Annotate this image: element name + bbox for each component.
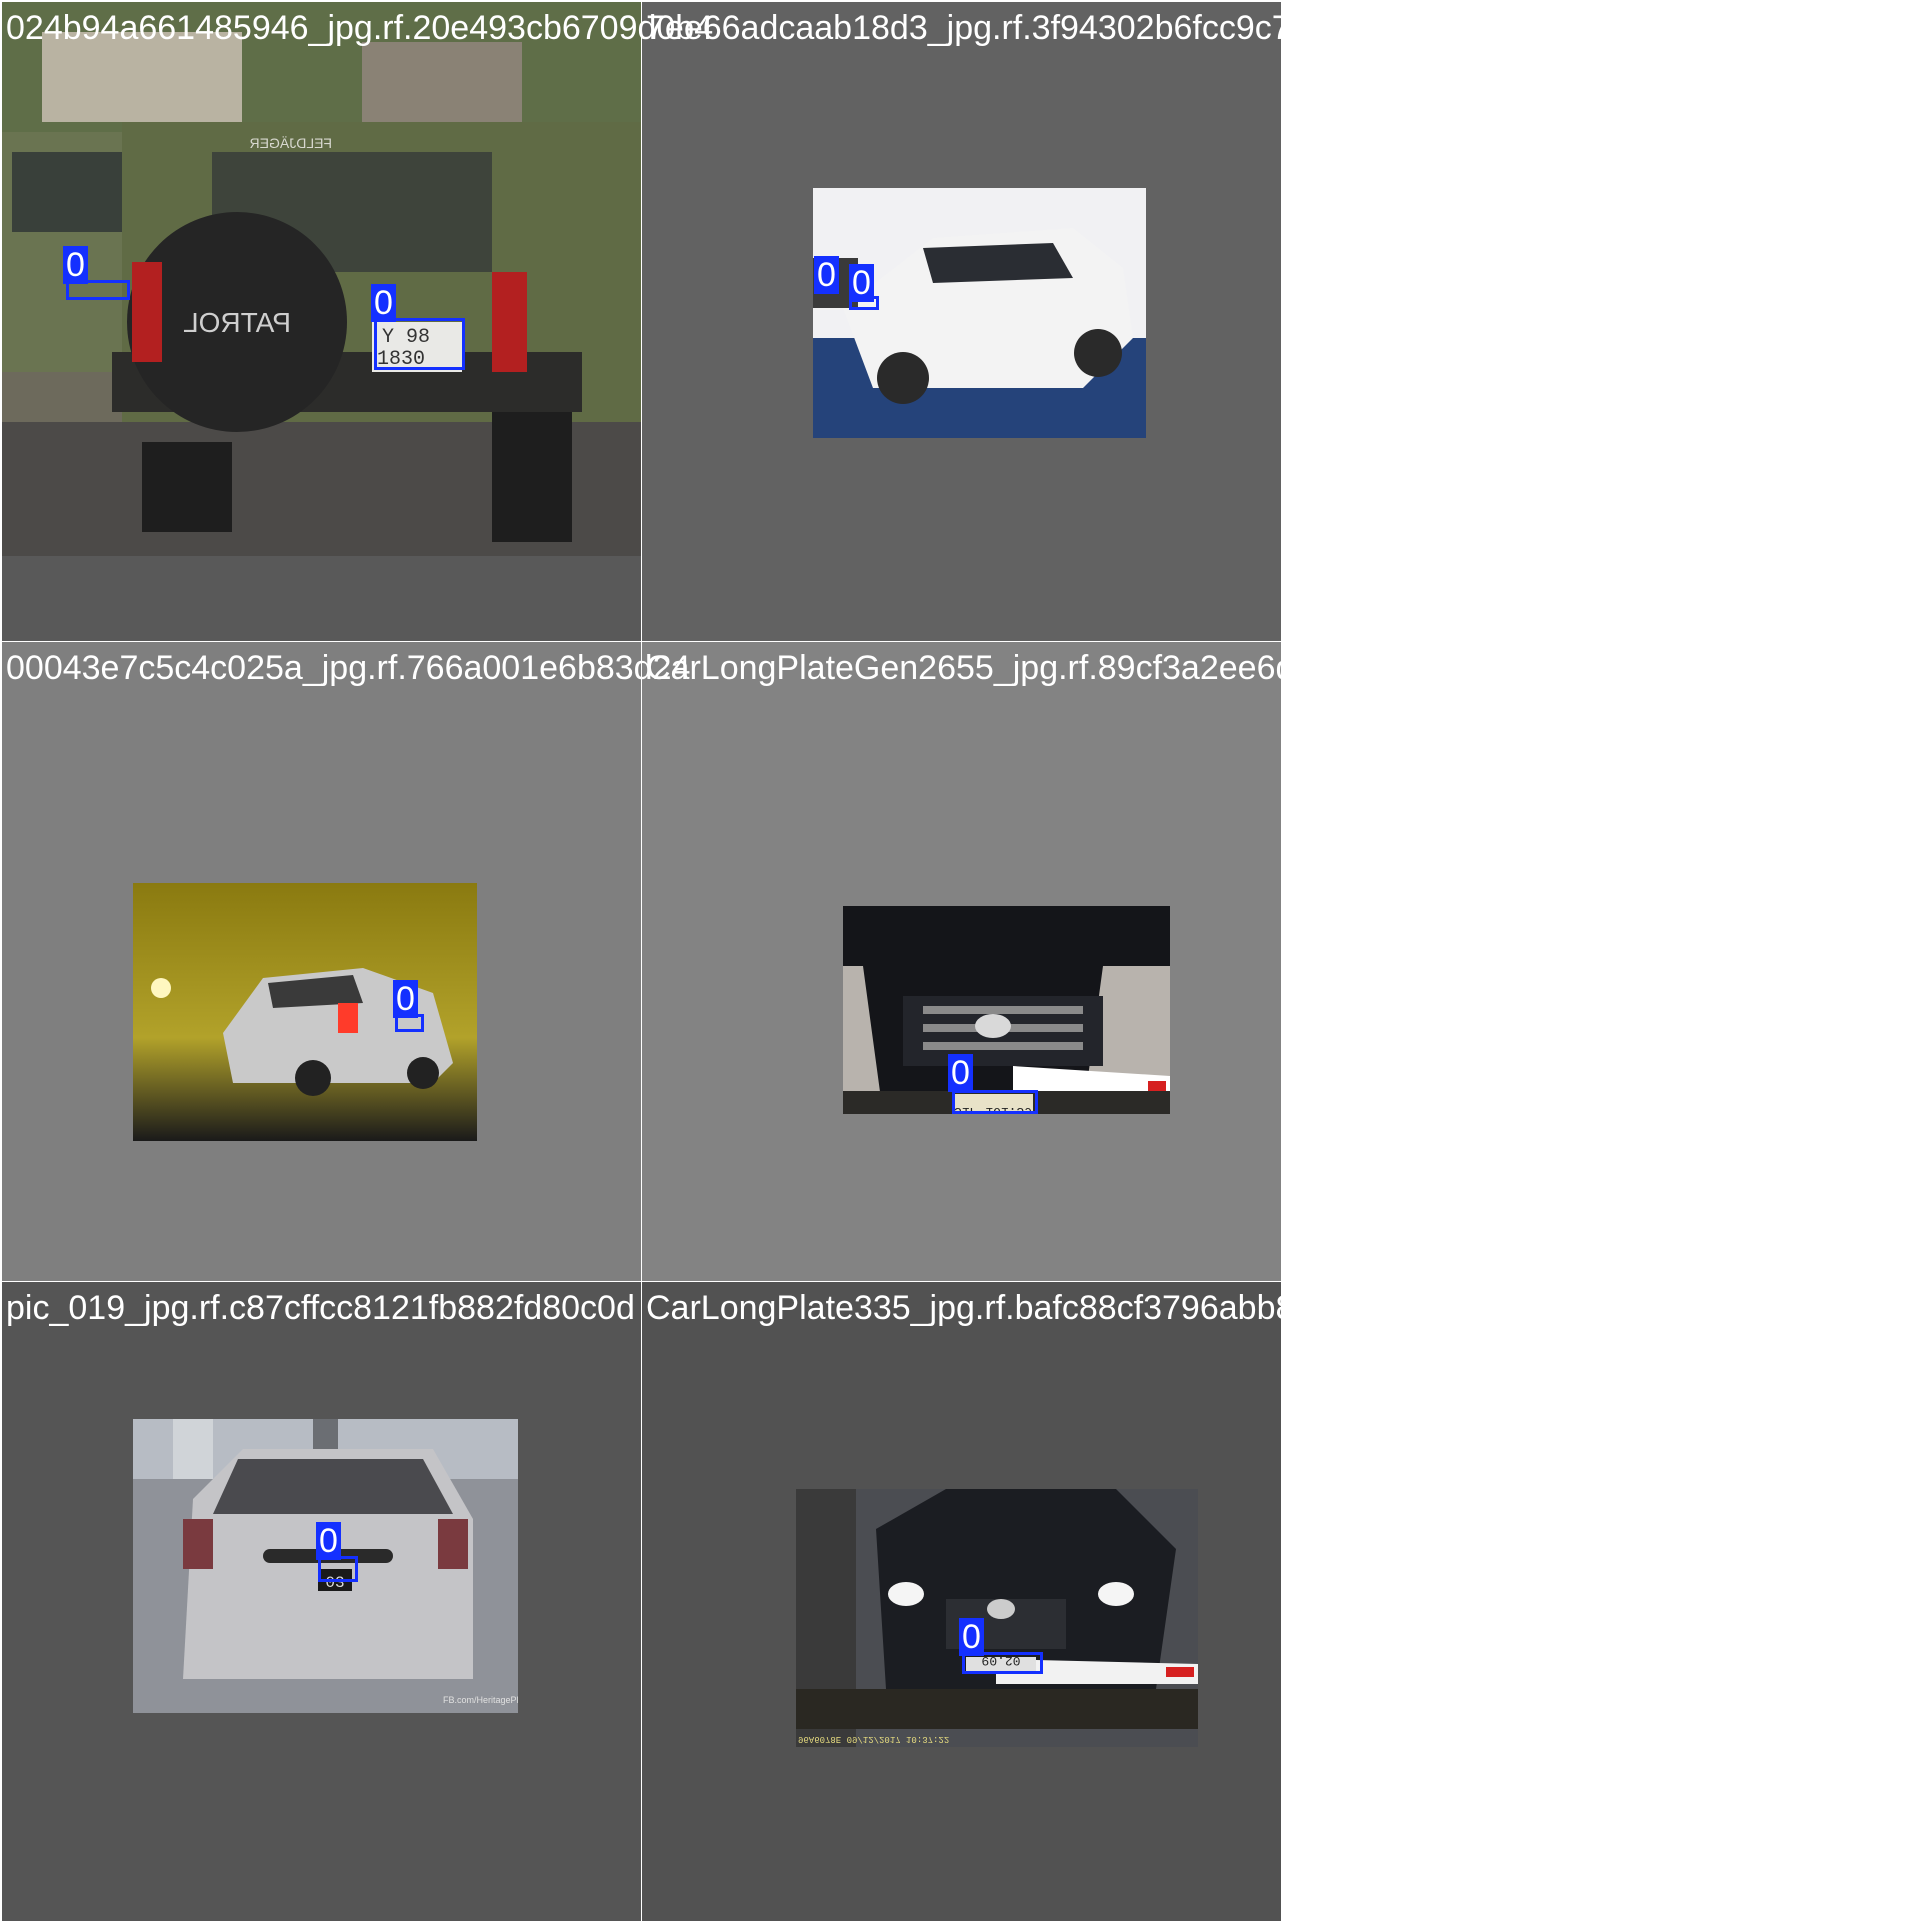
svg-text:FB.com/HeritagePlates: FB.com/HeritagePlates	[443, 1695, 518, 1705]
box-label: 0	[948, 1054, 973, 1092]
bounding-box	[395, 1014, 424, 1032]
bounding-box	[952, 1090, 1038, 1114]
mosaic-tile-3: 0	[2, 642, 641, 1281]
photo-white-suv-garage	[813, 188, 1146, 438]
mosaic-tile-6: 02.09 96A6078E 09/12/2017 10:37:22 0	[642, 1282, 1281, 1921]
bounding-box	[66, 280, 130, 300]
photo-black-hyundai-gate: 51F-161.59	[843, 906, 1170, 1114]
svg-text:PATROL: PATROL	[183, 307, 291, 338]
mosaic-tile-1: PATROL FELDJÄGER Y 98 1830 0 0	[2, 2, 641, 641]
box-label: 0	[63, 246, 88, 284]
box-label: 0	[849, 264, 874, 302]
box-label: 0	[814, 256, 839, 294]
svg-text:1830: 1830	[377, 348, 425, 371]
mosaic-tile-5: 03 FB.com/HeritagePlates 0	[2, 1282, 641, 1921]
svg-text:03: 03	[325, 1574, 344, 1592]
box-label: 0	[393, 980, 418, 1018]
svg-text:51F-161.59: 51F-161.59	[954, 1104, 1032, 1114]
tile-filename: CarLongPlateGen2655_jpg.rf.89cf3a2ee6db6	[646, 649, 1333, 687]
box-label: 0	[959, 1618, 984, 1656]
photo-silver-hatchback-street: 03 FB.com/HeritagePlates	[133, 1419, 518, 1713]
tile-filename: 00043e7c5c4c025a_jpg.rf.766a001e6b83d24	[6, 649, 691, 687]
photo-patrol-suv: PATROL FELDJÄGER Y 98 1830	[2, 2, 641, 556]
bounding-box	[849, 296, 879, 310]
tile-filename: 7ee66adcaab18d3_jpg.rf.3f94302b6fcc9c7b	[646, 9, 1310, 47]
tile-filename: CarLongPlate335_jpg.rf.bafc88cf3796abb8b	[646, 1289, 1314, 1327]
tile-filename: pic_019_jpg.rf.c87cffcc8121fb882fd80c0d	[6, 1289, 635, 1327]
tile-filename: 024b94a661485946_jpg.rf.20e493cb6709d0b4	[6, 9, 714, 47]
bounding-box	[962, 1652, 1043, 1674]
bounding-box	[318, 1556, 358, 1582]
svg-text:Y 98: Y 98	[382, 326, 430, 349]
box-label: 0	[316, 1522, 341, 1560]
svg-text:02.09: 02.09	[981, 1653, 1020, 1668]
mosaic-tile-4: 51F-161.59 0	[642, 642, 1281, 1281]
svg-text:FELDJÄGER: FELDJÄGER	[250, 135, 332, 151]
bounding-box	[374, 318, 465, 370]
photo-black-mazda-gate: 02.09 96A6078E 09/12/2017 10:37:22	[796, 1489, 1198, 1747]
photo-silver-hatchback-fog	[133, 883, 477, 1141]
mosaic-tile-2: 0 0	[642, 2, 1281, 641]
svg-text:96A6078E 09/12/2017 10:37:22: 96A6078E 09/12/2017 10:37:22	[798, 1734, 949, 1744]
box-label: 0	[371, 284, 396, 322]
